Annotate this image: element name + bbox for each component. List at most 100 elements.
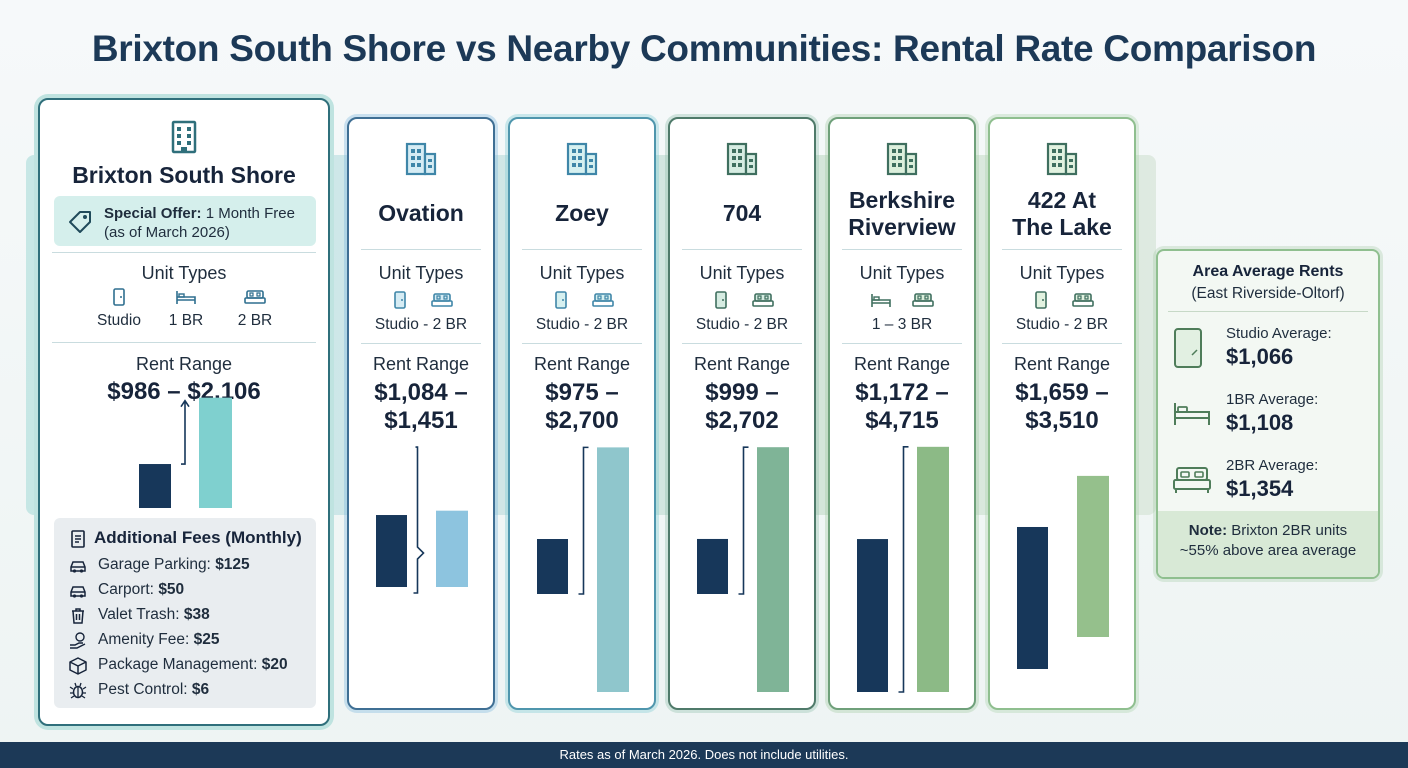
unit-icons	[830, 291, 974, 309]
card-community: Zoey Unit Types Studio - 2 BR Rent Range…	[508, 117, 656, 710]
door-icon	[1035, 291, 1047, 309]
rent-range-label: Rent Range	[533, 354, 631, 374]
bar-high-rent	[757, 447, 789, 692]
door-icon	[555, 291, 567, 309]
rent-chart	[697, 446, 789, 692]
unit-types-value: Studio - 2 BR	[1015, 316, 1109, 333]
unit-types-label: Unit Types	[539, 263, 625, 283]
car-icon	[70, 561, 86, 573]
building-icon	[566, 142, 598, 176]
rent-range-label: Rent Range	[853, 354, 951, 374]
unit-studio: Studio	[84, 288, 154, 330]
card-community: Berkshire Riverview Unit Types 1 – 3 BR R…	[828, 117, 976, 710]
range-bracket	[413, 446, 425, 594]
rent-range-value: $975 – $2,700	[545, 379, 619, 434]
additional-fees-box: Additional Fees (Monthly) Garage Parking…	[54, 518, 316, 708]
tag-icon	[69, 211, 91, 233]
double-bed-icon	[592, 293, 614, 307]
bar-low-rent	[376, 515, 407, 587]
area-average-title: Area Average Rents	[1192, 263, 1344, 280]
rent-range-value: $1,084 – $1,451	[374, 379, 468, 434]
building-icon	[726, 142, 758, 176]
divider	[52, 252, 316, 253]
bed-icon	[176, 291, 196, 304]
car-icon	[70, 586, 86, 598]
divider	[682, 343, 802, 344]
fee-item: Pest Control: $6	[68, 681, 209, 699]
bar-high-rent	[917, 446, 949, 692]
1br-average: 1BR Average: $1,108	[1226, 391, 1319, 435]
fee-item: Package Management: $20	[68, 656, 288, 675]
2br-average: 2BR Average: $1,354	[1226, 457, 1319, 501]
money-hand-icon	[70, 632, 86, 649]
footer-note: Rates as of March 2026. Does not include…	[0, 742, 1408, 768]
divider	[1002, 343, 1122, 344]
bar-high-rent	[1077, 475, 1109, 637]
area-average-subtitle: (East Riverside-Oltorf)	[1191, 285, 1345, 302]
unit-types-value: Studio - 2 BR	[695, 316, 789, 333]
bed-icon	[871, 294, 891, 307]
double-bed-icon	[244, 290, 266, 304]
unit-1br: 1 BR	[151, 288, 221, 330]
fee-item: Garage Parking: $125	[68, 556, 250, 574]
rent-range-label: Rent Range	[372, 354, 470, 374]
divider	[682, 249, 802, 250]
divider	[522, 343, 642, 344]
unit-types-value: Studio - 2 BR	[535, 316, 629, 333]
rent-range-label: Rent Range	[693, 354, 791, 374]
rent-range-value: $999 – $2,702	[705, 379, 779, 434]
bar-low-rent	[857, 539, 888, 692]
range-bracket	[578, 446, 589, 595]
divider	[842, 343, 962, 344]
bar-low-rent	[537, 539, 568, 594]
community-name: Berkshire Riverview	[848, 187, 956, 240]
double-bed-icon	[431, 293, 453, 307]
fees-title: Additional Fees (Monthly)	[70, 528, 302, 548]
range-bracket	[738, 446, 749, 595]
double-bed-icon	[1072, 293, 1094, 307]
rent-chart	[139, 397, 232, 508]
unit-2br: 2 BR	[220, 288, 290, 330]
range-bracket	[898, 446, 909, 693]
rent-range-value: $1,659 – $3,510	[1015, 379, 1109, 434]
trash-icon	[72, 608, 84, 624]
rent-chart	[537, 446, 629, 692]
bar-high-rent	[199, 397, 232, 508]
double-bed-icon	[752, 293, 774, 307]
door-icon	[113, 288, 125, 306]
divider	[361, 343, 481, 344]
package-icon	[69, 657, 87, 675]
community-name: 422 At The Lake	[1012, 187, 1112, 240]
bar-low-rent	[139, 464, 171, 508]
community-name: 704	[722, 200, 762, 226]
rent-range-value: $1,172 – $4,715	[855, 379, 949, 434]
card-brixton-south-shore: Brixton South Shore Special Offer: 1 Mon…	[38, 98, 330, 726]
unit-types-label: Unit Types	[859, 263, 945, 283]
card-community: 422 At The Lake Unit Types Studio - 2 BR …	[988, 117, 1136, 710]
unit-types-value: 1 – 3 BR	[871, 316, 933, 333]
rent-range-value: $986 – $2,106	[107, 378, 261, 405]
divider	[842, 249, 962, 250]
bed-icon	[1174, 403, 1210, 425]
building-icon	[405, 142, 437, 176]
range-arrow	[180, 399, 190, 465]
divider	[1002, 249, 1122, 250]
unit-types-value: Studio - 2 BR	[374, 316, 468, 333]
community-name: Ovation	[378, 200, 464, 226]
bug-icon	[69, 682, 87, 699]
community-name: Brixton South Shore	[72, 162, 296, 188]
building-icon	[171, 120, 197, 154]
rent-chart	[376, 446, 468, 594]
unit-icons	[510, 291, 654, 309]
divider	[1168, 311, 1368, 312]
rent-chart	[1017, 475, 1109, 669]
fee-item: Carport: $50	[68, 581, 184, 599]
studio-average: Studio Average: $1,066	[1226, 325, 1332, 369]
divider	[52, 342, 316, 343]
divider	[522, 249, 642, 250]
area-average-note: Note: Brixton 2BR units ~55% above area …	[1158, 511, 1378, 577]
door-icon	[1174, 328, 1202, 368]
unit-icons	[670, 291, 814, 309]
bar-high-rent	[436, 510, 468, 587]
fee-item: Amenity Fee: $25	[68, 631, 220, 649]
